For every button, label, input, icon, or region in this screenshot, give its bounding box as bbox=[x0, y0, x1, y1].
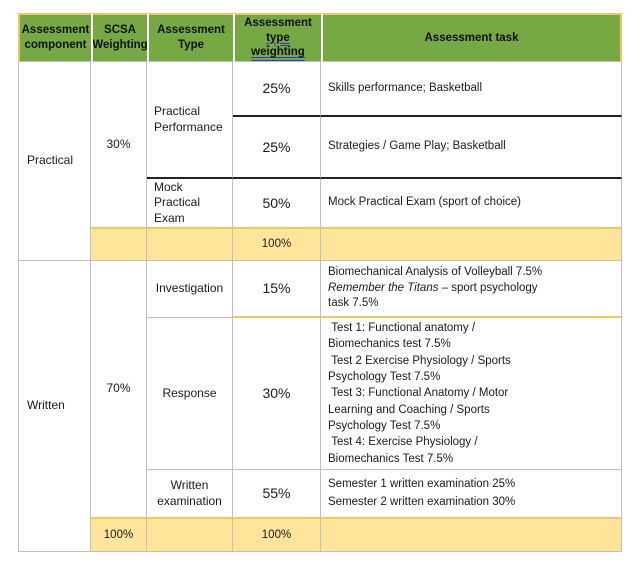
investigation-task-text: Biomechanical Analysis of Volleyball 7.5… bbox=[328, 265, 614, 312]
cell-written-scsa-weighting: 70% bbox=[91, 261, 147, 519]
response-task-text: Test 1: Functional anatomy / Biomechanic… bbox=[328, 322, 511, 465]
practical-component-label: Practical bbox=[27, 153, 74, 168]
investigation-label: Investigation bbox=[155, 281, 224, 296]
written-scsa-value: 70% bbox=[106, 381, 131, 396]
skills-task-text: Skills performance; Basketball bbox=[328, 81, 483, 94]
cell-skills-pct: 25% bbox=[233, 62, 321, 117]
header-assessment-task: Assessment task bbox=[321, 13, 622, 62]
cell-skills-task: Skills performance; Basketball bbox=[321, 62, 622, 117]
cell-practical-component: Practical bbox=[18, 62, 91, 261]
cell-practical-scsa-weighting: 30% bbox=[91, 62, 147, 229]
header-assessment-task-label: Assessment task bbox=[424, 31, 519, 44]
type-weighting-underlined: type weighting bbox=[251, 31, 305, 59]
written-exam-task-text: Semester 1 written examination 25% Semes… bbox=[328, 478, 516, 508]
cell-written-total-type-empty bbox=[147, 519, 233, 552]
header-type-weighting-label: Assessment type weighting bbox=[239, 16, 317, 61]
cell-written-examination-type: Written examination bbox=[147, 470, 233, 519]
investigation-task-line1: Biomechanical Analysis of Volleyball 7.5… bbox=[328, 266, 543, 279]
cell-written-total-scsa: 100% bbox=[91, 519, 147, 552]
assessment-outline-table: Assessment component SCSA Weighting Asse… bbox=[18, 13, 622, 552]
cell-mock-pct: 50% bbox=[233, 179, 321, 229]
header-assessment-type: Assessment Type bbox=[147, 13, 233, 62]
investigation-task-line2: Remember the Titans – sport psychology t… bbox=[328, 281, 614, 312]
header-assessment-type-weighting: Assessment type weighting bbox=[233, 13, 321, 62]
header-scsa-weighting-label: SCSA Weighting bbox=[92, 24, 147, 51]
written-examination-label: Written examination bbox=[157, 477, 222, 508]
cell-written-total-task-empty bbox=[321, 519, 622, 552]
cell-written-component: Written bbox=[18, 261, 91, 552]
cell-practical-total-scsa-empty bbox=[91, 229, 147, 261]
cell-strategies-task: Strategies / Game Play; Basketball bbox=[321, 117, 622, 179]
cell-practical-performance-type: Practical Performance bbox=[147, 62, 233, 179]
cell-practical-total-task-empty bbox=[321, 229, 622, 261]
investigation-task-italic: Remember the Titans bbox=[328, 281, 439, 294]
skills-pct-value: 25% bbox=[262, 80, 291, 97]
cell-response-pct: 30% bbox=[233, 318, 321, 470]
mock-pct-value: 50% bbox=[262, 194, 291, 211]
strategies-task-text: Strategies / Game Play; Basketball bbox=[328, 140, 506, 153]
cell-investigation-type: Investigation bbox=[147, 261, 233, 318]
cell-strategies-pct: 25% bbox=[233, 117, 321, 179]
response-label: Response bbox=[162, 385, 217, 400]
written-total-scsa-value: 100% bbox=[103, 528, 134, 541]
cell-written-total-pct: 100% bbox=[233, 519, 321, 552]
cell-practical-total-type-empty bbox=[147, 229, 233, 261]
header-assessment-component: Assessment component bbox=[18, 13, 91, 62]
practical-performance-label: Practical Performance bbox=[154, 103, 223, 134]
header-assessment-component-label: Assessment component bbox=[21, 24, 90, 51]
response-pct-value: 30% bbox=[262, 385, 291, 402]
written-component-label: Written bbox=[27, 398, 65, 413]
mock-task-text: Mock Practical Exam (sport of choice) bbox=[328, 196, 522, 209]
investigation-task-rest: – sport psychology task 7.5% bbox=[328, 281, 538, 310]
mock-practical-exam-label: Mock Practical Exam bbox=[154, 179, 201, 225]
cell-response-task: Test 1: Functional anatomy / Biomechanic… bbox=[321, 318, 622, 470]
cell-mock-practical-exam-type: Mock Practical Exam bbox=[147, 179, 233, 229]
cell-practical-total-pct: 100% bbox=[233, 229, 321, 261]
cell-written-exam-pct: 55% bbox=[233, 470, 321, 519]
header-assessment-type-label: Assessment Type bbox=[157, 24, 225, 51]
type-weighting-prefix: Assessment bbox=[244, 16, 312, 29]
cell-mock-task: Mock Practical Exam (sport of choice) bbox=[321, 179, 622, 229]
cell-written-exam-task: Semester 1 written examination 25% Semes… bbox=[321, 470, 622, 519]
practical-total-pct-value: 100% bbox=[261, 238, 292, 251]
header-scsa-weighting: SCSA Weighting bbox=[91, 13, 147, 62]
investigation-pct-value: 15% bbox=[262, 280, 291, 297]
strategies-pct-value: 25% bbox=[262, 138, 291, 155]
practical-scsa-value: 30% bbox=[106, 136, 131, 151]
written-total-pct-value: 100% bbox=[261, 528, 292, 541]
cell-investigation-pct: 15% bbox=[233, 261, 321, 318]
cell-response-type: Response bbox=[147, 318, 233, 470]
cell-investigation-task: Biomechanical Analysis of Volleyball 7.5… bbox=[321, 261, 622, 318]
written-exam-pct-value: 55% bbox=[262, 485, 291, 502]
